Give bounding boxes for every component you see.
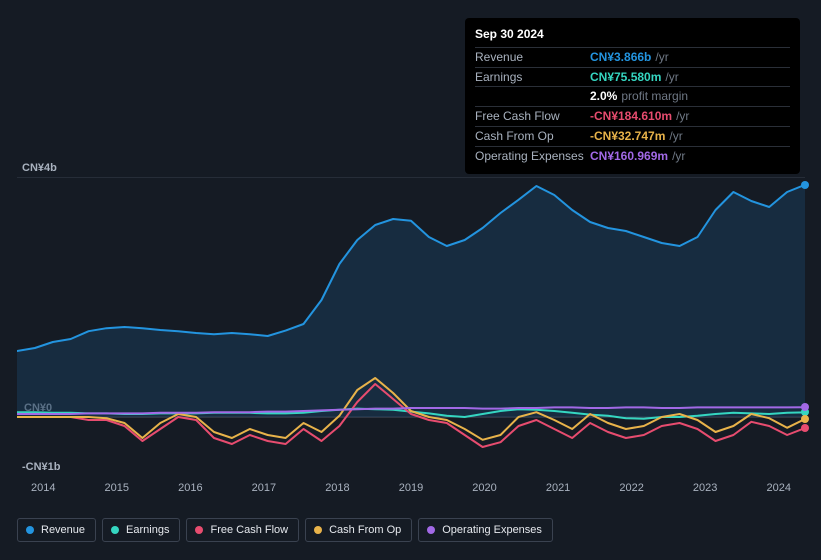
- legend-dot-icon: [111, 526, 119, 534]
- legend-dot-icon: [427, 526, 435, 534]
- legend-label: Earnings: [126, 524, 169, 536]
- tooltip-row-label: Cash From Op: [475, 128, 590, 145]
- tooltip-row-label: Revenue: [475, 49, 590, 66]
- tooltip-row-suffix: /yr: [665, 69, 678, 86]
- tooltip-row-suffix: profit margin: [621, 88, 688, 105]
- tooltip-row: 2.0%profit margin: [475, 86, 790, 106]
- tooltip-date: Sep 30 2024: [475, 26, 790, 43]
- tooltip-row-suffix: /yr: [669, 128, 682, 145]
- tooltip-row-value: CN¥3.866b: [590, 49, 651, 66]
- tooltip-row-suffix: /yr: [672, 148, 685, 165]
- series-end-marker: [801, 415, 809, 423]
- legend-label: Free Cash Flow: [210, 524, 288, 536]
- tooltip-row-label: [475, 88, 590, 105]
- tooltip-row: EarningsCN¥75.580m/yr: [475, 67, 790, 87]
- tooltip-row: Free Cash Flow-CN¥184.610m/yr: [475, 106, 790, 126]
- legend-item[interactable]: Earnings: [102, 518, 180, 542]
- tooltip-row-value: -CN¥184.610m: [590, 108, 672, 125]
- x-axis-tick: 2024: [766, 482, 790, 502]
- x-axis-tick: 2021: [546, 482, 570, 502]
- chart-tooltip: Sep 30 2024 RevenueCN¥3.866b/yrEarningsC…: [465, 18, 800, 174]
- tooltip-row-value: 2.0%: [590, 88, 617, 105]
- series-end-marker: [801, 403, 809, 411]
- x-axis-tick: 2023: [693, 482, 717, 502]
- legend-item[interactable]: Revenue: [17, 518, 96, 542]
- legend-dot-icon: [195, 526, 203, 534]
- y-axis-label: CN¥4b: [22, 162, 57, 174]
- x-axis-tick: 2014: [31, 482, 55, 502]
- series-end-marker: [801, 424, 809, 432]
- legend-item[interactable]: Operating Expenses: [418, 518, 553, 542]
- x-axis-tick: 2015: [105, 482, 129, 502]
- x-axis-tick: 2020: [472, 482, 496, 502]
- x-axis-tick: 2018: [325, 482, 349, 502]
- legend-label: Cash From Op: [329, 524, 401, 536]
- tooltip-row-suffix: /yr: [655, 49, 668, 66]
- tooltip-row-label: Operating Expenses: [475, 148, 590, 165]
- x-axis-tick: 2016: [178, 482, 202, 502]
- tooltip-row-value: CN¥160.969m: [590, 148, 668, 165]
- tooltip-row: Operating ExpensesCN¥160.969m/yr: [475, 146, 790, 166]
- series-end-marker: [801, 181, 809, 189]
- legend-label: Operating Expenses: [442, 524, 542, 536]
- legend-dot-icon: [26, 526, 34, 534]
- x-axis-tick: 2022: [619, 482, 643, 502]
- tooltip-row-label: Free Cash Flow: [475, 108, 590, 125]
- tooltip-row-value: -CN¥32.747m: [590, 128, 665, 145]
- financial-chart: [17, 177, 805, 477]
- tooltip-row: RevenueCN¥3.866b/yr: [475, 47, 790, 67]
- tooltip-row-suffix: /yr: [676, 108, 689, 125]
- legend-item[interactable]: Free Cash Flow: [186, 518, 299, 542]
- legend-item[interactable]: Cash From Op: [305, 518, 412, 542]
- tooltip-row-value: CN¥75.580m: [590, 69, 661, 86]
- chart-legend: Revenue Earnings Free Cash Flow Cash From O…: [17, 518, 553, 542]
- legend-dot-icon: [314, 526, 322, 534]
- x-axis: 2014 2015 2016 2017 2018 2019 2020 2021 2022 2023…: [17, 482, 805, 502]
- x-axis-tick: 2017: [252, 482, 276, 502]
- x-axis-tick: 2019: [399, 482, 423, 502]
- tooltip-row-label: Earnings: [475, 69, 590, 86]
- legend-label: Revenue: [41, 524, 85, 536]
- tooltip-row: Cash From Op-CN¥32.747m/yr: [475, 126, 790, 146]
